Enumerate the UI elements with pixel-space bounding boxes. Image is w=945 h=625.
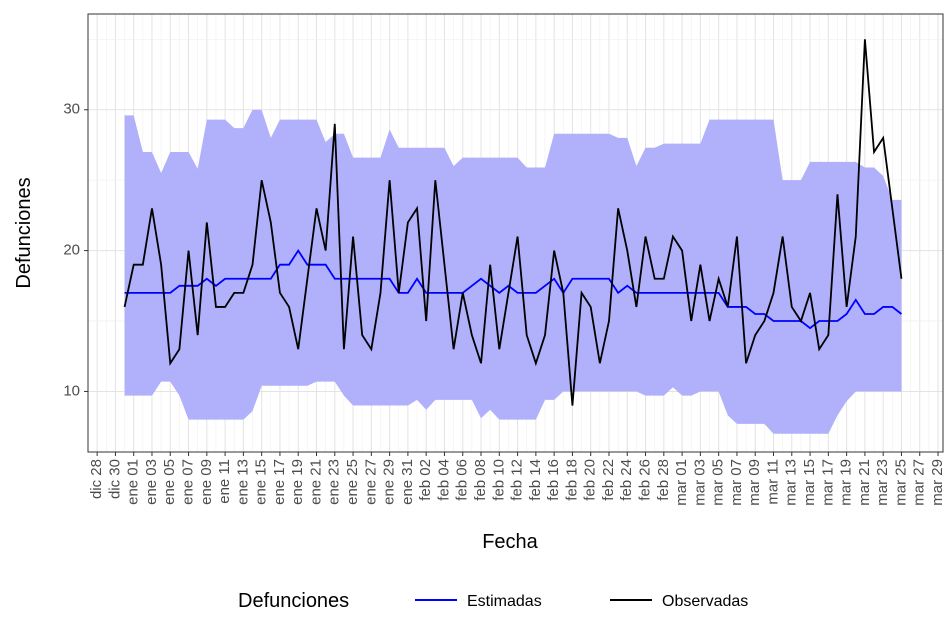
- x-tick-label: dic 28: [88, 459, 105, 499]
- x-tick-label: ene 25: [344, 459, 361, 505]
- x-tick-label: feb 04: [435, 459, 452, 501]
- confidence-band: [124, 109, 902, 434]
- series-line: [123, 39, 903, 406]
- x-tick-label: feb 28: [655, 459, 672, 501]
- x-tick-label: mar 03: [691, 459, 708, 506]
- x-tick-label: feb 26: [637, 459, 654, 501]
- x-tick-label: dic 30: [106, 459, 123, 499]
- x-tick-label: mar 21: [856, 459, 873, 506]
- legend-label: Estimadas: [467, 593, 542, 610]
- x-tick-label: feb 02: [417, 459, 434, 501]
- x-tick-label: mar 29: [929, 459, 945, 506]
- y-tick-label: 20: [63, 242, 80, 259]
- x-tick-label: mar 17: [819, 459, 836, 506]
- x-tick-label: ene 13: [234, 459, 251, 505]
- x-tick-label: ene 11: [216, 459, 233, 504]
- x-tick-label: ene 19: [289, 459, 306, 505]
- x-tick-label: ene 21: [307, 459, 324, 505]
- x-tick-label: mar 01: [673, 459, 690, 506]
- x-tick-label: mar 07: [728, 459, 745, 506]
- x-tick-label: feb 24: [618, 459, 635, 501]
- legend-label: Observadas: [662, 593, 748, 610]
- x-tick-label: feb 10: [490, 459, 507, 501]
- x-tick-label: mar 09: [746, 459, 763, 506]
- x-tick-label: ene 03: [143, 459, 160, 505]
- y-axis-title: Defunciones: [13, 177, 35, 288]
- x-tick-label: ene 05: [161, 459, 178, 505]
- x-tick-label: ene 31: [399, 459, 416, 505]
- x-tick-label: ene 17: [271, 459, 288, 505]
- marks: [123, 39, 903, 434]
- series-line: [124, 248, 903, 330]
- x-tick-label: ene 01: [125, 459, 142, 505]
- x-tick-label: feb 16: [545, 459, 562, 501]
- panel-border: [87, 13, 944, 453]
- x-tick-label: ene 15: [253, 459, 270, 505]
- x-tick-label: ene 29: [381, 459, 398, 505]
- x-tick-label: mar 13: [783, 459, 800, 506]
- x-tick-label: mar 11: [764, 459, 781, 505]
- x-tick-label: mar 15: [801, 459, 818, 506]
- x-tick-label: ene 07: [180, 459, 197, 505]
- x-tick-label: feb 08: [472, 459, 489, 501]
- x-tick-label: mar 05: [710, 459, 727, 506]
- x-tick-label: feb 18: [563, 459, 580, 501]
- x-tick-label: feb 06: [454, 459, 471, 501]
- y-tick-label: 10: [63, 382, 80, 399]
- x-axis-title: Fecha: [482, 531, 538, 553]
- x-tick-label: ene 09: [198, 459, 215, 505]
- x-tick-label: mar 19: [838, 459, 855, 506]
- x-tick-label: ene 23: [326, 459, 343, 505]
- x-tick-label: feb 14: [527, 459, 544, 501]
- legend-title: Defunciones: [238, 590, 349, 612]
- x-tick-label: mar 25: [892, 459, 909, 506]
- x-tick-label: mar 23: [874, 459, 891, 506]
- x-tick-label: feb 22: [600, 459, 617, 501]
- x-tick-label: mar 27: [911, 459, 928, 506]
- x-tick-label: feb 20: [582, 459, 599, 501]
- x-tick-label: feb 12: [509, 459, 526, 501]
- x-tick-label: ene 27: [362, 459, 379, 505]
- y-tick-label: 30: [63, 101, 80, 118]
